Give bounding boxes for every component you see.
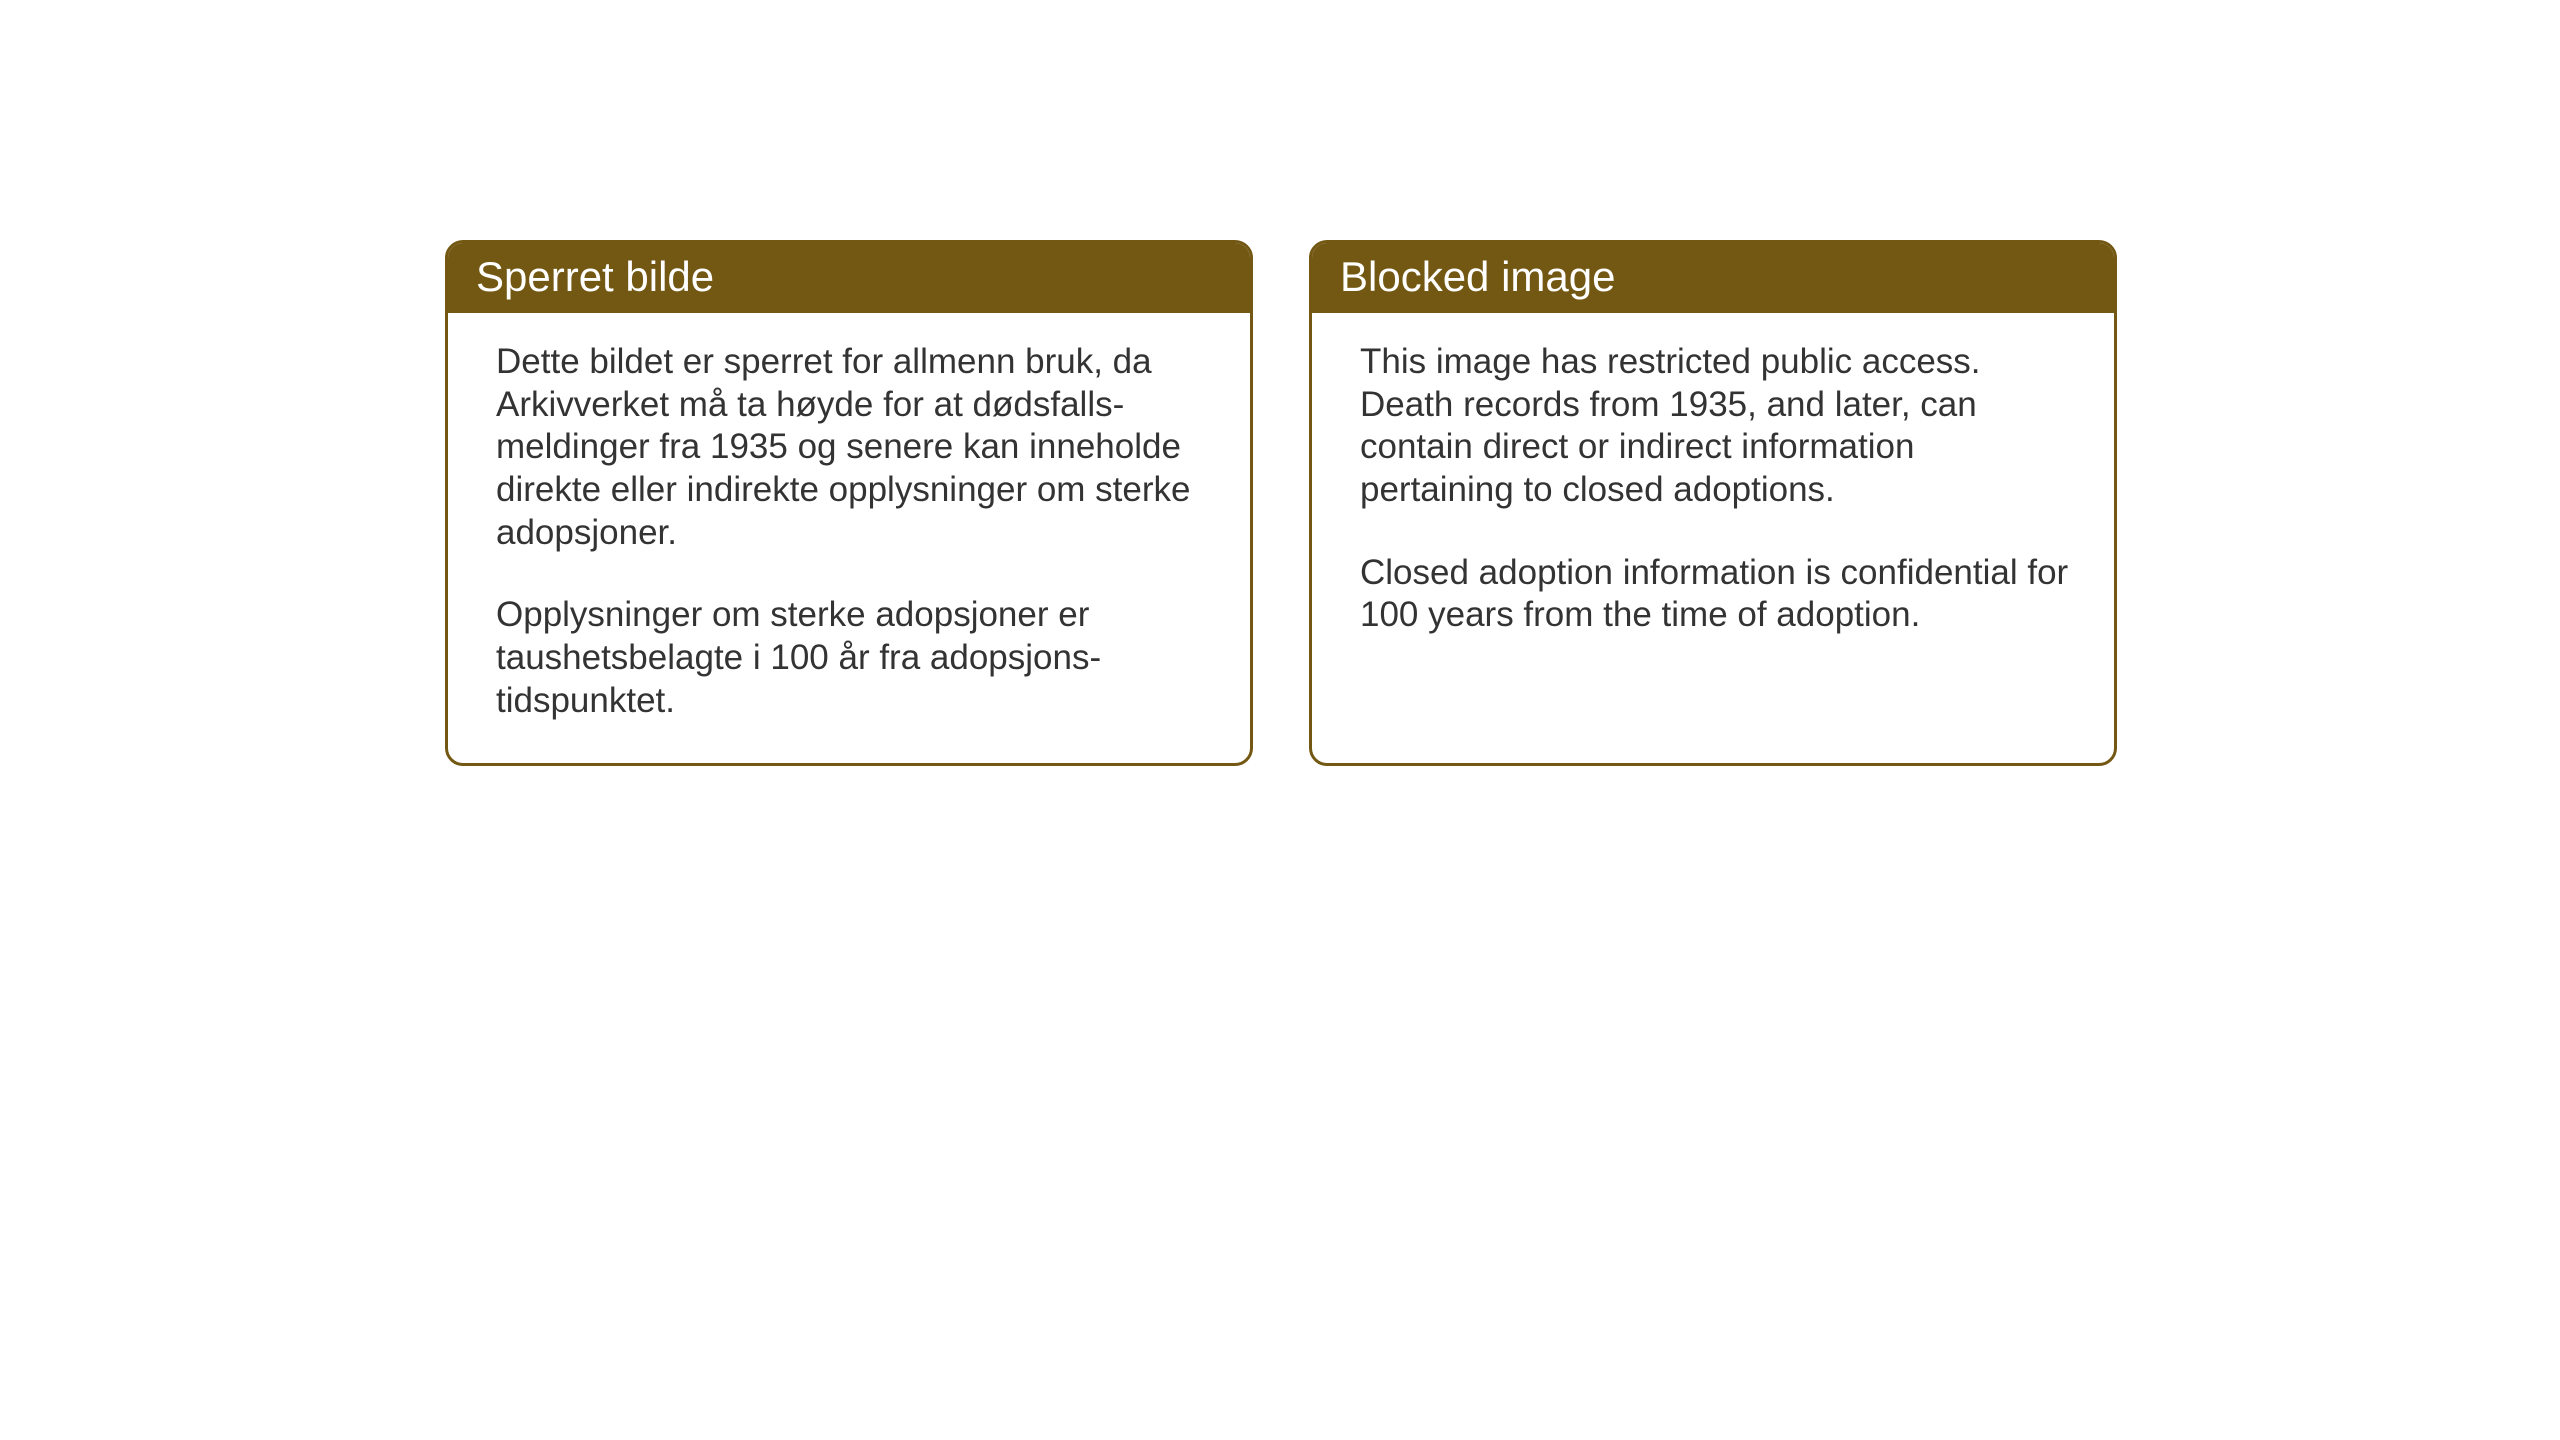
notice-cards-container: Sperret bilde Dette bildet er sperret fo… [445,240,2117,766]
english-card-header: Blocked image [1312,243,2114,313]
english-notice-card: Blocked image This image has restricted … [1309,240,2117,766]
norwegian-card-title: Sperret bilde [476,253,1222,301]
english-card-body: This image has restricted public access.… [1312,313,2114,677]
norwegian-card-header: Sperret bilde [448,243,1250,313]
norwegian-paragraph-1: Dette bildet er sperret for allmenn bruk… [496,341,1210,554]
norwegian-notice-card: Sperret bilde Dette bildet er sperret fo… [445,240,1253,766]
norwegian-card-body: Dette bildet er sperret for allmenn bruk… [448,313,1250,763]
english-paragraph-1: This image has restricted public access.… [1360,341,2074,512]
english-paragraph-2: Closed adoption information is confident… [1360,552,2074,637]
english-card-title: Blocked image [1340,253,2086,301]
norwegian-paragraph-2: Opplysninger om sterke adopsjoner er tau… [496,594,1210,722]
